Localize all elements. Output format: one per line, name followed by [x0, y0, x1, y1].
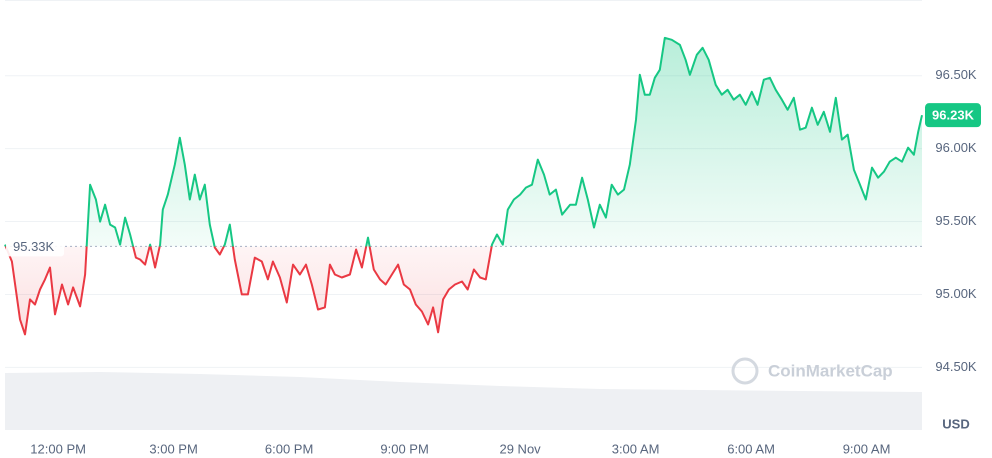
baseline-label: 95.33K: [13, 239, 55, 254]
y-tick-label: 96.00K: [935, 140, 977, 155]
watermark-text: CoinMarketCap: [768, 361, 893, 380]
area: [5, 37, 922, 335]
x-tick-label: 3:00 AM: [612, 441, 660, 456]
x-tick-label: 6:00 AM: [727, 441, 775, 456]
x-tick-label: 6:00 PM: [265, 441, 313, 456]
watermark-logo: [731, 357, 759, 385]
y-tick-label: 94.50K: [935, 359, 977, 374]
price-line: [4, 36, 923, 336]
volume-band: [5, 372, 922, 430]
x-tick-label: 3:00 PM: [149, 441, 197, 456]
x-tick-label: 9:00 PM: [380, 441, 428, 456]
x-tick-label: 12:00 PM: [30, 441, 86, 456]
x-tick-label: 9:00 AM: [843, 441, 891, 456]
watermark: CoinMarketCap: [731, 357, 893, 385]
x-tick-label: 29 Nov: [499, 441, 541, 456]
y-tick-label: 96.50K: [935, 67, 977, 82]
current-price-label: 96.23K: [932, 108, 975, 123]
y-tick-label: 95.50K: [935, 213, 977, 228]
y-unit: USD: [942, 416, 969, 431]
current-price-badge: [925, 103, 981, 128]
y-tick-label: 95.00K: [935, 286, 977, 301]
baseline-label-box: [6, 236, 64, 257]
